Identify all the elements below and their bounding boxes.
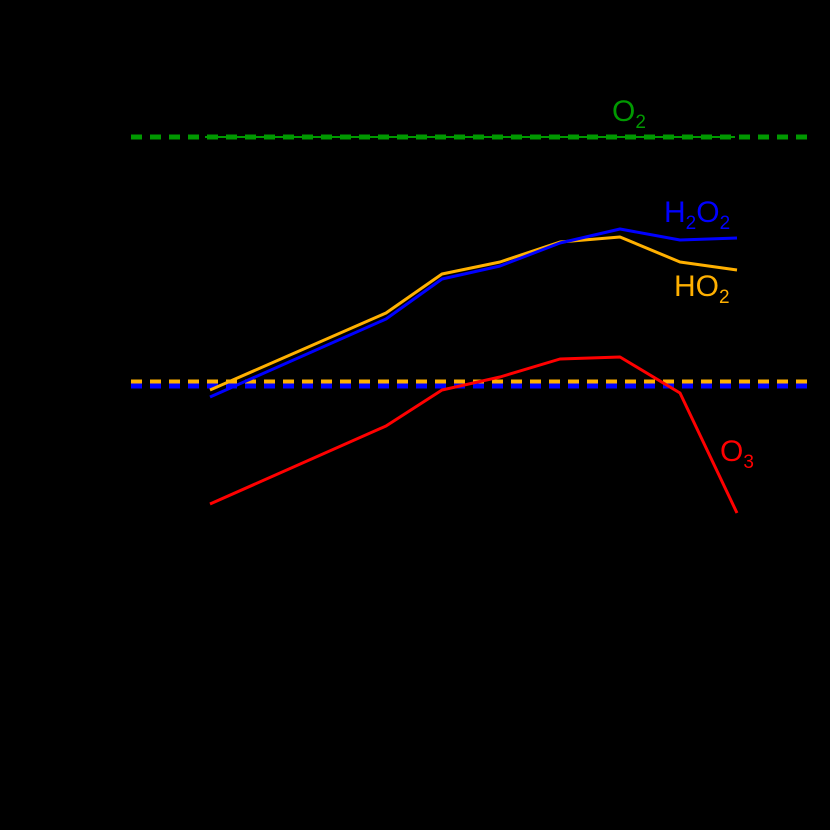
label-o2: O2 <box>612 95 646 133</box>
label-ho2: HO2 <box>674 270 730 308</box>
series-line-ho2 <box>209 235 738 392</box>
series-lines <box>209 227 739 514</box>
series-line-o3 <box>209 355 739 514</box>
label-o3: O3 <box>720 435 754 473</box>
series-line-h2o2 <box>209 227 738 399</box>
label-h2o2: H2O2 <box>664 196 731 234</box>
